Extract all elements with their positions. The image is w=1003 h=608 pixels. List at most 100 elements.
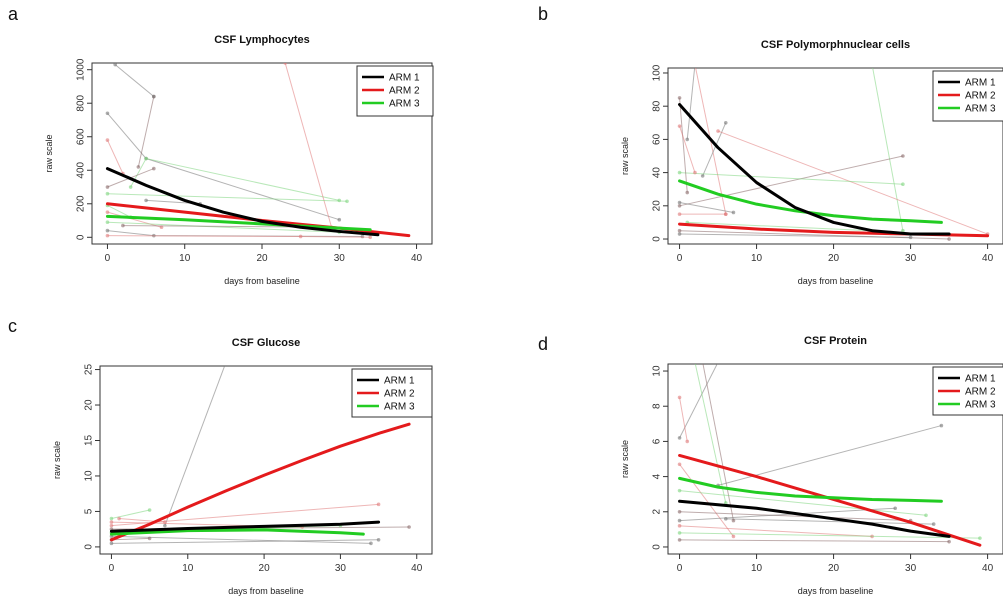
legend-label-arm-1: ARM 1 [965, 374, 996, 385]
subject-point [677, 124, 682, 128]
subject-trajectory [107, 205, 131, 218]
subject-point [693, 63, 697, 67]
subject-trajectory [679, 532, 980, 539]
subject-point [105, 210, 110, 214]
y-tick-label: 80 [652, 100, 663, 112]
subject-trajectory [679, 201, 734, 213]
x-tick-label: 40 [982, 563, 994, 574]
subject-point [901, 182, 905, 187]
series-line-arm-1 [105, 167, 380, 237]
subject-point [685, 190, 690, 195]
y-tick-label: 6 [652, 438, 663, 444]
plot-frame [99, 365, 433, 555]
subject-point [924, 513, 928, 518]
subject-point [677, 170, 682, 175]
x-tick-label: 0 [105, 253, 111, 264]
subject-point [693, 63, 697, 67]
x-tick-label: 30 [335, 563, 347, 574]
subject-point [105, 138, 110, 142]
panel-label-d: d [538, 334, 549, 354]
x-tick-label: 20 [259, 563, 271, 574]
y-tick-label: 20 [84, 399, 95, 411]
subject-point [368, 235, 372, 240]
x-tick-label: 40 [411, 253, 423, 264]
x-tick-label: 20 [828, 563, 840, 574]
subject-point [947, 539, 951, 544]
subject-trajectory [679, 539, 950, 543]
x-axis-label: days from baseline [798, 586, 874, 596]
subject-trajectory [107, 139, 124, 174]
chart-panel-d: CSF Protein 0 10 20 30 40 0 2 4 6 8 10 days from bas… [620, 335, 1003, 596]
panel-label-b: b [538, 4, 549, 24]
subject-point [677, 395, 682, 400]
subject-point [144, 198, 148, 203]
y-tick-label: 15 [84, 434, 95, 446]
subject-point [152, 166, 156, 171]
y-tick-label: 10 [652, 365, 663, 377]
subject-point [685, 137, 690, 142]
subject-trajectory [679, 525, 873, 537]
x-tick-label: 40 [411, 563, 423, 574]
subject-point [716, 129, 720, 133]
legend-label-arm-3: ARM 3 [965, 104, 996, 115]
x-tick-label: 0 [109, 563, 115, 574]
subject-trajectory [679, 364, 718, 439]
subject-point [700, 174, 705, 178]
y-axis-label: raw scale [52, 441, 62, 479]
subject-point [128, 185, 133, 189]
subject-point [908, 235, 913, 240]
subject-point [369, 541, 373, 546]
series-line-arm-3 [678, 476, 943, 503]
subject-trajectory [111, 539, 379, 544]
subject-point [136, 165, 141, 169]
subject-trajectory [679, 125, 696, 173]
subject-trajectory [687, 221, 873, 232]
x-tick-label: 30 [334, 253, 346, 264]
subject-point [731, 518, 736, 523]
y-axis-label: raw scale [44, 134, 54, 172]
chart-title: CSF Glucose [232, 337, 300, 349]
subject-point [731, 210, 736, 215]
plot-area [677, 63, 990, 241]
plot-area [109, 366, 411, 546]
x-tick-label: 30 [905, 563, 917, 574]
y-tick-label: 60 [652, 133, 663, 145]
subject-point [677, 462, 682, 467]
subject-point [677, 200, 682, 205]
subject-point [693, 170, 697, 175]
subject-point [717, 364, 719, 365]
subject-trajectory [137, 96, 155, 168]
subject-trajectory [679, 397, 688, 442]
series-line-arm-3 [109, 528, 365, 536]
x-axis-label: days from baseline [798, 276, 874, 286]
plot-area [105, 63, 411, 240]
series-line-arm-1 [678, 103, 951, 236]
subject-trajectory [107, 221, 340, 233]
legend: ARM 1 ARM 2 ARM 3 [932, 366, 1003, 416]
subject-point [901, 154, 905, 158]
subject-point [407, 525, 411, 529]
y-tick-label: 1000 [76, 58, 87, 81]
subject-point [677, 524, 682, 528]
chart-title: CSF Protein [804, 335, 867, 347]
y-tick-label: 2 [652, 509, 663, 515]
subject-point [677, 228, 682, 233]
legend-label-arm-1: ARM 1 [384, 376, 415, 387]
plot-frame [667, 363, 1003, 555]
subject-point [109, 523, 114, 528]
x-tick-label: 30 [905, 253, 917, 264]
plot-area [677, 364, 982, 547]
subject-trajectory [679, 511, 911, 522]
y-tick-label: 0 [84, 544, 95, 550]
x-axis-label: days from baseline [224, 276, 300, 286]
subject-point [677, 436, 682, 440]
y-axis-label: raw scale [620, 137, 630, 175]
subject-point [109, 516, 114, 521]
subject-point [931, 522, 936, 526]
x-tick-label: 20 [828, 253, 840, 264]
chart-panel-c: CSF Glucose 0 10 20 30 40 0 5 10 15 20 25 days from … [52, 337, 433, 596]
panel-label-a: a [8, 4, 19, 24]
subject-point [731, 534, 736, 539]
legend-label-arm-3: ARM 3 [389, 99, 420, 110]
subject-point [723, 212, 728, 216]
